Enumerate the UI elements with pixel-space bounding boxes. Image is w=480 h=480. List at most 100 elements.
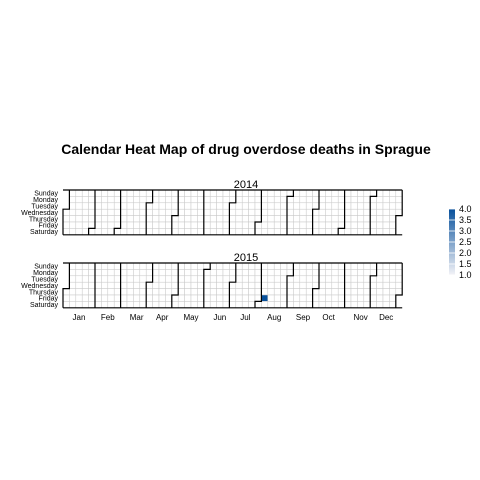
day-cell — [331, 294, 339, 302]
day-cell — [344, 208, 352, 216]
day-cell — [120, 275, 128, 283]
day-cell — [286, 202, 294, 210]
day-cell — [344, 202, 352, 210]
day-cell — [382, 208, 390, 216]
month-boundary-jan — [62, 263, 71, 308]
day-cell — [126, 262, 134, 270]
day-cell — [62, 221, 70, 229]
day-cell — [261, 288, 269, 296]
day-cell — [69, 262, 77, 270]
day-cell — [222, 196, 230, 204]
day-cell — [222, 294, 230, 302]
day-cell — [107, 262, 115, 270]
day-cell — [75, 281, 83, 289]
year-label-2014: 2014 — [234, 179, 258, 191]
day-cell — [216, 208, 224, 216]
month-label-feb: Feb — [101, 313, 115, 322]
day-cell — [113, 288, 121, 296]
day-cell — [305, 275, 313, 283]
day-cell — [363, 281, 371, 289]
day-cell — [280, 215, 288, 223]
day-cell — [101, 262, 109, 270]
day-cell — [331, 208, 339, 216]
day-cell — [376, 208, 384, 216]
day-cell — [267, 294, 275, 302]
day-cell — [382, 215, 390, 223]
day-cell — [158, 228, 166, 236]
day-cell — [75, 269, 83, 277]
month-boundary-sep — [286, 190, 294, 235]
day-cell — [344, 275, 352, 283]
day-cell — [395, 196, 403, 204]
day-cell — [145, 275, 153, 283]
day-cell — [382, 288, 390, 296]
day-label-sunday: Sunday — [34, 191, 58, 198]
day-label-wednesday: Wednesday — [21, 283, 58, 290]
day-cell — [165, 288, 173, 296]
day-cell — [197, 281, 205, 289]
day-cell — [312, 208, 320, 216]
day-cell — [305, 281, 313, 289]
day-cell — [222, 215, 230, 223]
day-cell — [203, 262, 211, 270]
day-cell — [145, 294, 153, 302]
day-label-thursday: Thursday — [29, 289, 59, 296]
day-label-thursday: Thursday — [29, 216, 59, 223]
day-cell — [299, 208, 307, 216]
day-cell — [94, 262, 102, 270]
day-cell — [107, 275, 115, 283]
day-cell — [235, 294, 243, 302]
day-cell — [318, 301, 326, 309]
day-cell — [62, 294, 70, 302]
month-boundary-jan — [62, 190, 71, 235]
day-cell — [184, 275, 192, 283]
day-cell — [241, 221, 249, 229]
day-cell — [197, 301, 205, 309]
month-label-may: May — [183, 313, 198, 322]
day-cell — [344, 288, 352, 296]
day-cell — [254, 301, 262, 309]
day-cell — [158, 281, 166, 289]
day-cell — [318, 288, 326, 296]
day-cell — [145, 228, 153, 236]
day-cell — [273, 196, 281, 204]
day-cell — [126, 275, 134, 283]
day-label-saturday: Saturday — [30, 229, 59, 236]
day-cell — [261, 269, 269, 277]
day-cell — [318, 208, 326, 216]
day-cell — [152, 202, 160, 210]
day-cell — [165, 221, 173, 229]
day-cell — [344, 196, 352, 204]
day-cell — [248, 208, 256, 216]
day-cell — [369, 288, 377, 296]
day-cell — [395, 269, 403, 277]
day-cell — [357, 269, 365, 277]
day-cell — [107, 221, 115, 229]
day-cell — [88, 281, 96, 289]
day-cell — [376, 228, 384, 236]
day-cell — [369, 294, 377, 302]
day-cell — [75, 262, 83, 270]
day-cell — [209, 189, 217, 197]
day-cell — [216, 189, 224, 197]
day-cell — [81, 288, 89, 296]
day-cell — [209, 294, 217, 302]
day-cell — [107, 189, 115, 197]
day-cell — [94, 269, 102, 277]
day-cell — [107, 208, 115, 216]
day-cell — [305, 221, 313, 229]
day-cell — [133, 189, 141, 197]
day-cell — [107, 281, 115, 289]
day-cell — [216, 215, 224, 223]
day-cell — [126, 189, 134, 197]
day-cell — [101, 221, 109, 229]
day-cell — [203, 281, 211, 289]
day-cell — [267, 189, 275, 197]
day-cell — [203, 228, 211, 236]
day-cell — [203, 189, 211, 197]
day-cell — [197, 288, 205, 296]
day-cell — [254, 262, 262, 270]
day-cell — [293, 281, 301, 289]
day-cell — [357, 275, 365, 283]
day-cell — [318, 262, 326, 270]
